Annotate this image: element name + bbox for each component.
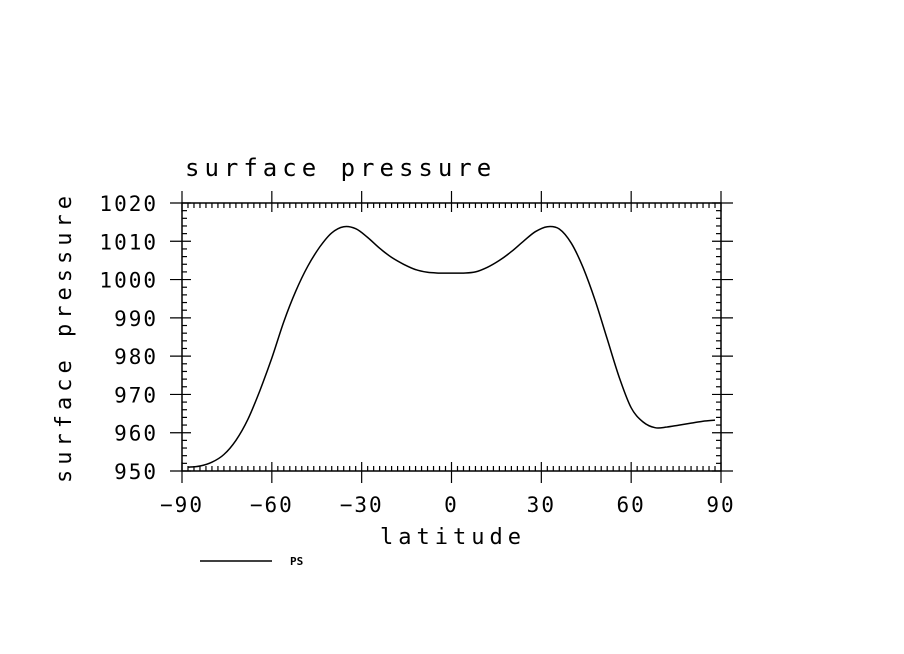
x-tick-label: 30 [527, 493, 556, 517]
y-axis-label: surface pressure [52, 191, 77, 483]
x-tick-label: 90 [706, 493, 735, 517]
x-tick-label: −30 [340, 493, 384, 517]
y-tick-label: 970 [114, 383, 158, 407]
x-tick-label: −90 [160, 493, 204, 517]
x-tick-label: −60 [250, 493, 294, 517]
y-tick-label: 1020 [99, 192, 158, 216]
y-tick-label: 950 [114, 460, 158, 484]
y-tick-label: 1010 [99, 230, 158, 254]
y-tick-label: 1000 [99, 269, 158, 293]
y-tick-label: 980 [114, 345, 158, 369]
x-tick-label: 0 [444, 493, 459, 517]
y-axis-ticks [170, 202, 733, 472]
y-tick-label: 990 [114, 307, 158, 331]
y-tick-label: 960 [114, 422, 158, 446]
y-axis-tick-labels: 950 960 970 980 990 1000 1010 1020 [99, 192, 158, 484]
series-line-ps [187, 225, 716, 468]
legend-label-ps: PS [290, 555, 303, 568]
plot-frame [181, 202, 722, 472]
x-axis-tick-labels: −90 −60 −30 0 30 60 90 [160, 493, 735, 517]
x-axis-ticks [181, 191, 722, 483]
chart-title: surface pressure [185, 154, 496, 182]
x-axis-label: latitude [380, 525, 526, 550]
x-tick-label: 60 [617, 493, 646, 517]
